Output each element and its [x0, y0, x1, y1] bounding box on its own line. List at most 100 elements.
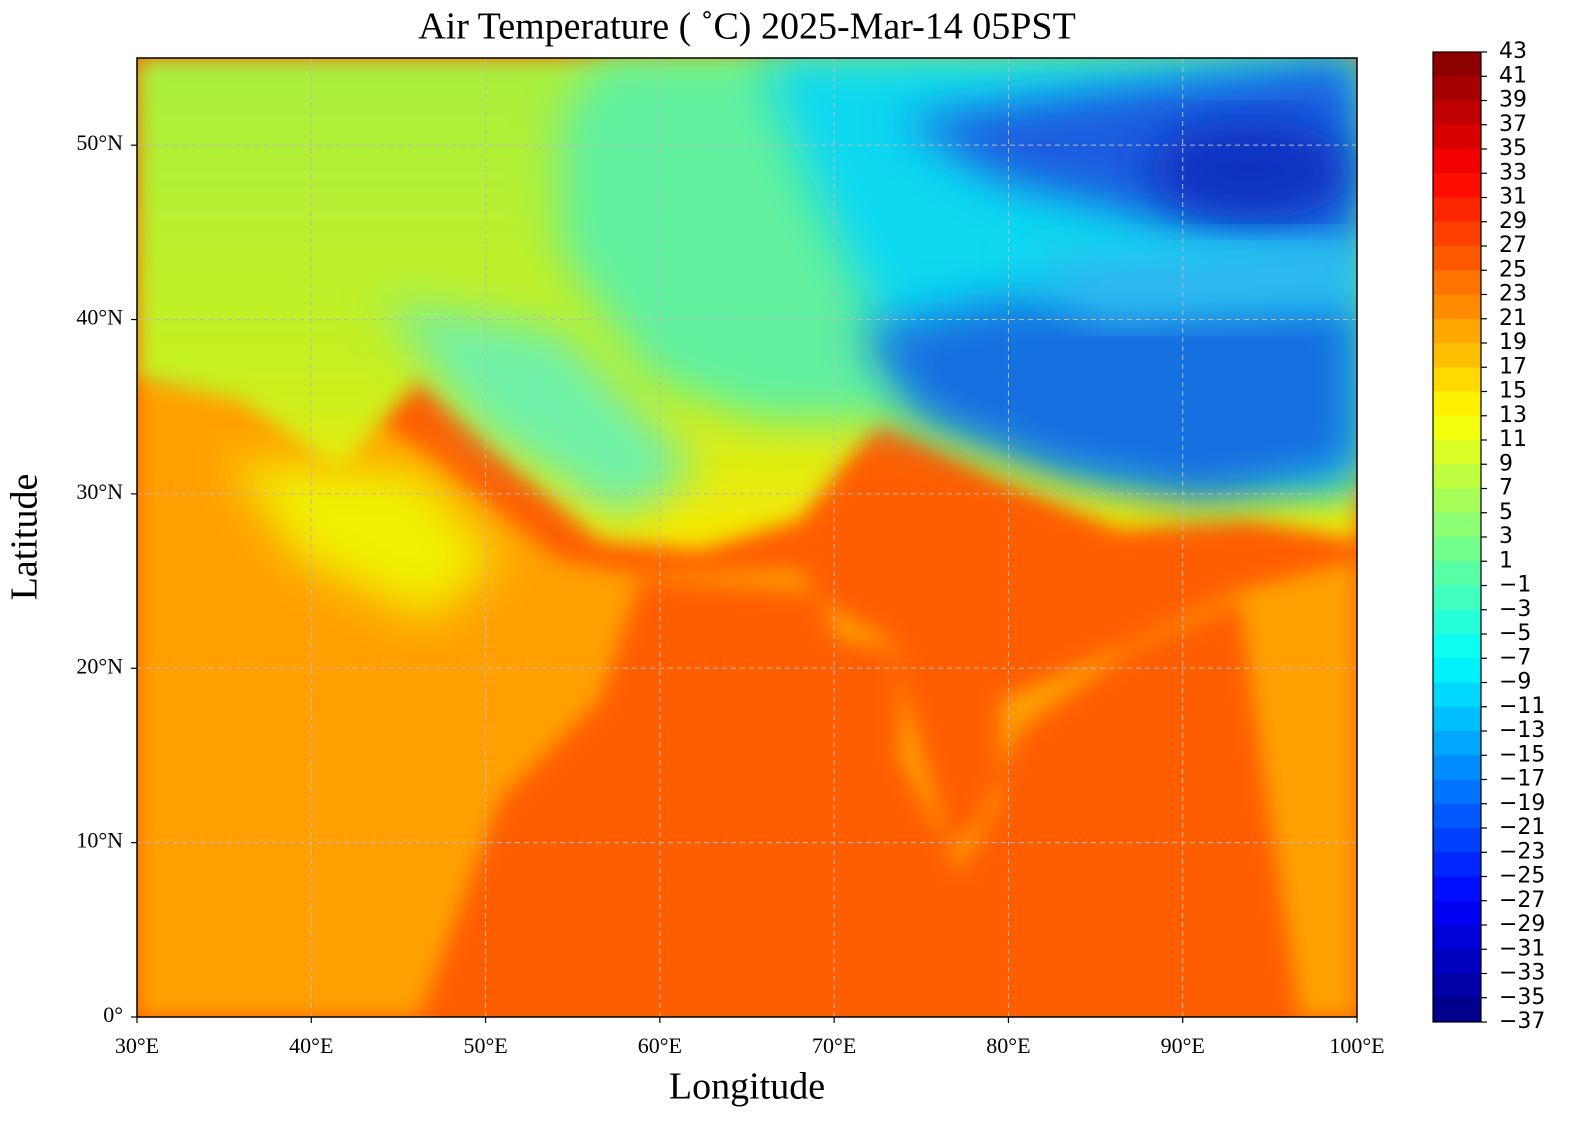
colorbar-band [1433, 755, 1481, 780]
colorbar-band [1433, 731, 1481, 756]
colorbar-band [1433, 464, 1481, 489]
x-tick-label: 70°E [812, 1033, 856, 1058]
colorbar-band [1433, 925, 1481, 950]
colorbar-band [1433, 246, 1481, 271]
colorbar-band [1433, 149, 1481, 174]
x-tick-label: 60°E [638, 1033, 682, 1058]
colorbar-tick-label: −3 [1499, 597, 1531, 622]
colorbar-band [1433, 609, 1481, 635]
colorbar-tick-label: 33 [1499, 160, 1527, 185]
colorbar-tick-label: 5 [1499, 500, 1513, 525]
colorbar-band [1433, 658, 1481, 683]
colorbar-band [1433, 124, 1481, 150]
colorbar-tick-label: −31 [1499, 936, 1545, 961]
x-tick-label: 50°E [463, 1033, 507, 1058]
colorbar-band [1433, 440, 1481, 465]
grid [137, 58, 1357, 1017]
colorbar-band [1433, 561, 1481, 586]
colorbar-band [1433, 76, 1481, 101]
colorbar-tick-label: 31 [1499, 185, 1527, 210]
colorbar: 434139373533312927252321191715131197531−… [1432, 39, 1545, 1034]
colorbar-band [1433, 706, 1481, 732]
y-tick-label: 50°N [76, 130, 123, 155]
x-tick-label: 100°E [1329, 1033, 1384, 1058]
land-basin [1020, 240, 1357, 320]
y-tick-label: 40°N [76, 305, 123, 330]
colorbar-band [1433, 221, 1481, 247]
y-tick-label: 10°N [76, 828, 123, 853]
colorbar-band [1433, 100, 1481, 126]
colorbar-band [1433, 803, 1481, 829]
colorbar-band [1433, 949, 1481, 974]
colorbar-band [1433, 585, 1481, 611]
colorbar-band [1433, 634, 1481, 659]
colorbar-tick-label: 7 [1499, 476, 1513, 501]
colorbar-band [1433, 852, 1481, 877]
colorbar-tick-label: −35 [1499, 985, 1545, 1010]
y-tick-label: 30°N [76, 479, 123, 504]
colorbar-tick-label: 9 [1499, 451, 1513, 476]
colorbar-band [1433, 828, 1481, 853]
colorbar-band [1433, 900, 1481, 926]
colorbar-band [1433, 537, 1481, 562]
x-tick-label: 90°E [1161, 1033, 1205, 1058]
colorbar-band [1433, 197, 1481, 223]
plot-frame [136, 57, 1358, 1018]
colorbar-tick-label: 39 [1499, 88, 1527, 113]
colorbar-tick-label: 25 [1499, 257, 1527, 282]
land-arabia [230, 460, 500, 620]
colorbar-tick-label: 15 [1499, 379, 1527, 404]
colorbar-band [1433, 973, 1481, 999]
colorbar-band [1433, 779, 1481, 805]
colorbar-tick-label: −37 [1499, 1009, 1545, 1034]
colorbar-band [1433, 512, 1481, 538]
colorbar-tick-label: 23 [1499, 282, 1527, 307]
x-tick-label: 80°E [986, 1033, 1030, 1058]
y-tick-label: 0° [103, 1002, 123, 1027]
map-title: Air Temperature ( ˚C) 2025-Mar-14 05PST [418, 6, 1076, 48]
map-field [137, 58, 1357, 1017]
colorbar-tick-label: −13 [1499, 718, 1545, 743]
x-tick-label: 40°E [289, 1033, 333, 1058]
colorbar-band [1433, 52, 1481, 77]
colorbar-tick-label: 21 [1499, 306, 1527, 331]
land-tibet [860, 300, 1357, 500]
colorbar-tick-label: −5 [1499, 621, 1531, 646]
land-iran [380, 300, 700, 520]
colorbar-tick-label: 3 [1499, 524, 1513, 549]
colorbar-band [1433, 876, 1481, 902]
colorbar-tick-label: −1 [1499, 573, 1531, 598]
colorbar-tick-label: 29 [1499, 209, 1527, 234]
colorbar-band [1433, 997, 1481, 1023]
colorbar-tick-label: 19 [1499, 330, 1527, 355]
colorbar-tick-label: −11 [1499, 694, 1545, 719]
y-axis-label: Latitude [4, 474, 46, 601]
colorbar-band [1433, 367, 1481, 392]
colorbar-tick-label: 37 [1499, 112, 1527, 137]
colorbar-band [1433, 173, 1481, 198]
colorbar-tick-label: 17 [1499, 354, 1527, 379]
colorbar-tick-label: −21 [1499, 815, 1545, 840]
colorbar-tick-label: −33 [1499, 961, 1545, 986]
x-tick-label: 30°E [115, 1033, 159, 1058]
colorbar-tick-label: 1 [1499, 548, 1513, 573]
colorbar-tick-label: −29 [1499, 912, 1545, 937]
colorbar-tick-label: −15 [1499, 742, 1545, 767]
colorbar-tick-label: 41 [1499, 63, 1527, 88]
colorbar-tick-label: −19 [1499, 791, 1545, 816]
land-coldest [1150, 120, 1350, 220]
colorbar-tick-label: −23 [1499, 839, 1545, 864]
colorbar-tick-label: −7 [1499, 645, 1531, 670]
colorbar-band [1433, 682, 1481, 708]
colorbar-band [1433, 415, 1481, 441]
colorbar-band [1433, 343, 1481, 368]
y-tick-label: 20°N [76, 653, 123, 678]
colorbar-tick-label: −25 [1499, 864, 1545, 889]
colorbar-band [1433, 391, 1481, 417]
colorbar-tick-label: 43 [1499, 39, 1527, 64]
colorbar-band [1433, 318, 1481, 344]
colorbar-tick-label: 11 [1499, 427, 1527, 452]
x-axis-label: Longitude [669, 1066, 825, 1108]
